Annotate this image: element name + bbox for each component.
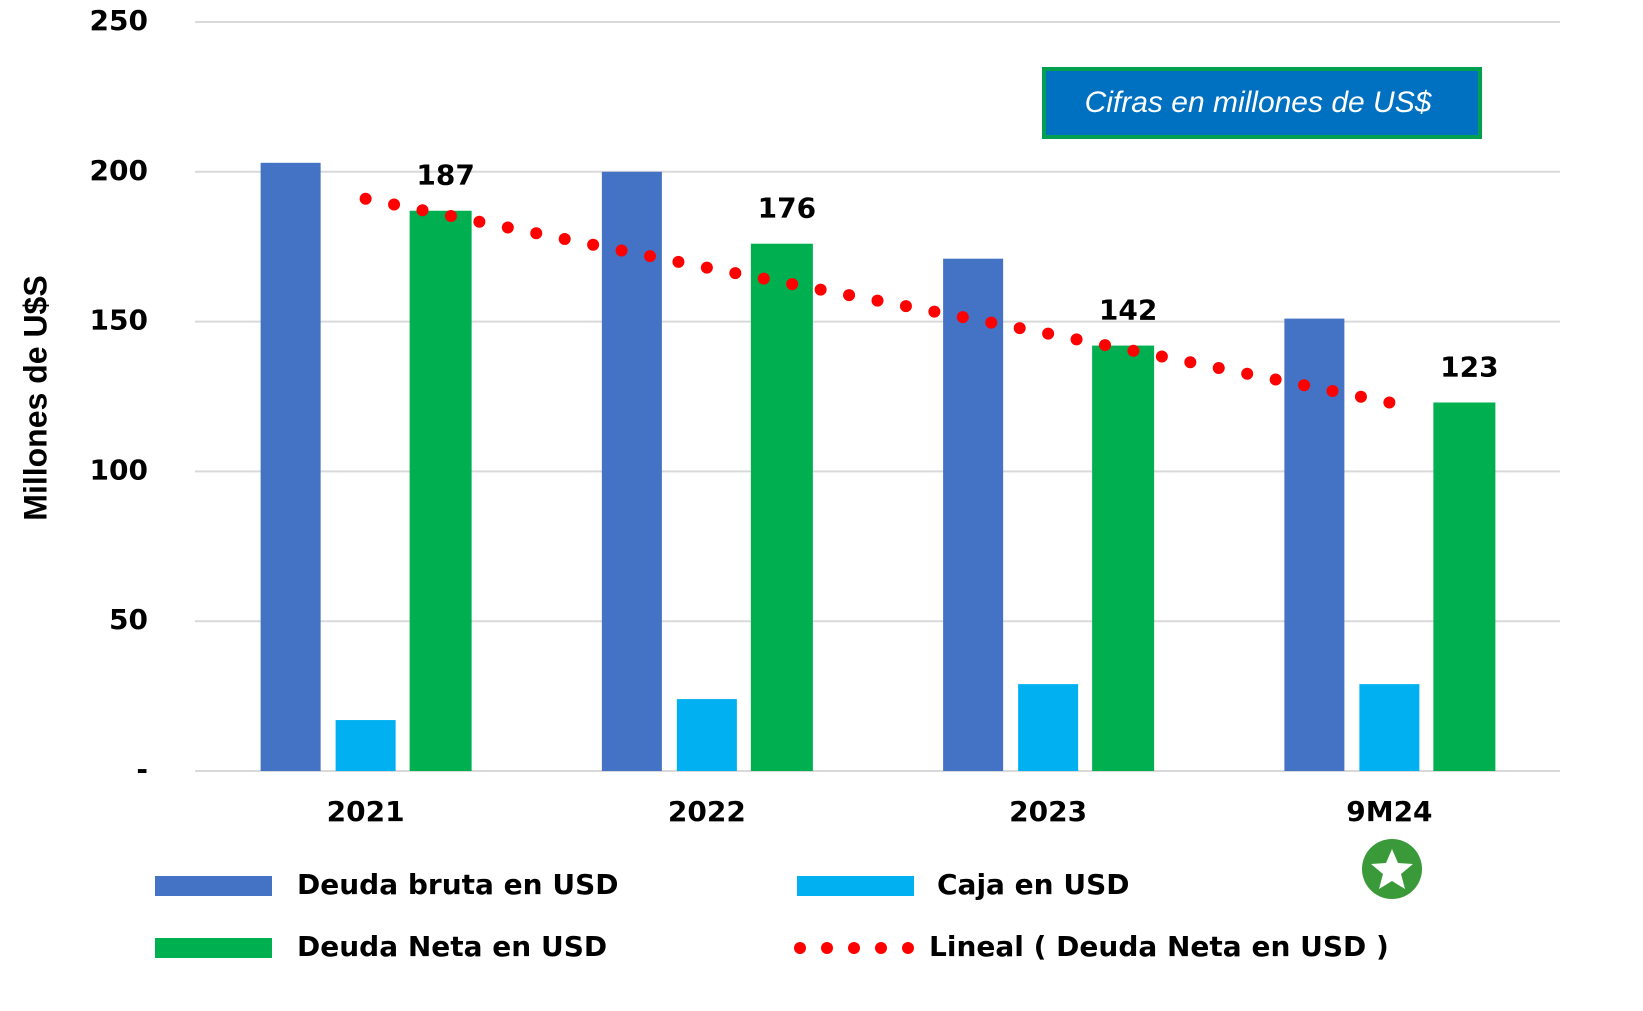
trend-dot (1241, 367, 1254, 380)
trend-dot (444, 209, 457, 222)
trend-dot (814, 283, 827, 296)
trend-dot (416, 204, 429, 217)
y-tick-label: 100 (90, 453, 148, 486)
trend-point (1383, 396, 1396, 409)
trend-dot (786, 278, 799, 291)
legend-label: Deuda bruta en USD (297, 868, 618, 901)
trend-dot (843, 289, 856, 302)
trend-dot (1155, 350, 1168, 363)
trend-dot (615, 244, 628, 257)
trend-dot (473, 215, 486, 228)
x-tick-label: 2023 (1009, 795, 1087, 828)
trend-dot (899, 300, 912, 313)
trend-dot (1354, 390, 1367, 403)
trend-dot (1127, 344, 1140, 357)
trend-dot (1099, 339, 1111, 352)
data-label: 123 (1440, 350, 1498, 383)
trend-dot (501, 221, 514, 234)
trend-dot (871, 294, 884, 307)
data-label: 187 (416, 159, 474, 192)
bar (1359, 684, 1420, 771)
y-tick-label: 250 (90, 4, 148, 37)
y-tick-label: 50 (109, 603, 148, 636)
trend-point (700, 261, 713, 274)
x-tick-label: 2021 (327, 795, 405, 828)
trend-dot (1184, 356, 1197, 369)
legend-swatch (821, 942, 833, 954)
trend-dot (729, 267, 742, 280)
data-label: 176 (758, 192, 816, 225)
trend-dot (1298, 379, 1311, 392)
bar (1018, 684, 1079, 771)
star-icon (1362, 839, 1422, 899)
legend-swatch (875, 942, 887, 954)
trend-dot (587, 238, 600, 251)
bar (943, 258, 1004, 772)
legend-label: Deuda Neta en USD (297, 930, 607, 963)
legend-swatch (794, 942, 806, 954)
bar (409, 210, 472, 772)
trend-dot (985, 316, 998, 329)
bar (1092, 345, 1155, 771)
legend-label: Lineal ( Deuda Neta en USD ) (929, 930, 1389, 963)
trend-dot (558, 232, 571, 245)
y-tick-label: 200 (90, 154, 148, 187)
trend-dot (530, 227, 543, 240)
data-label: 142 (1099, 294, 1157, 327)
trend-point (1042, 327, 1055, 340)
bar (1433, 402, 1496, 771)
x-tick-label: 2022 (668, 795, 746, 828)
trend-dot (1269, 373, 1282, 386)
trend-point (359, 192, 372, 205)
trend-dot (928, 305, 941, 318)
legend-swatch (848, 942, 860, 954)
annotation-box (1042, 67, 1482, 139)
bar (676, 699, 737, 771)
bar (750, 243, 813, 772)
trend-dot (1070, 333, 1083, 346)
legend-swatch (155, 938, 272, 958)
y-tick-label: - (136, 753, 148, 786)
annotation: Cifras en millones de US$ (1085, 86, 1433, 119)
trend-dot (672, 255, 685, 268)
trend-dot (757, 272, 770, 285)
trend-dot (388, 198, 401, 211)
legend-swatch (155, 876, 272, 896)
trend-dot (1212, 362, 1225, 375)
x-tick-label: 9M24 (1346, 795, 1432, 828)
legend-label: Caja en USD (937, 868, 1130, 901)
trend-dot (1013, 322, 1026, 335)
trend-dot (956, 311, 969, 324)
trend-dot (644, 250, 656, 263)
y-tick-label: 150 (90, 304, 148, 337)
legend-swatch (797, 876, 914, 896)
bar (335, 720, 396, 771)
bar (260, 162, 321, 771)
bar (601, 171, 662, 772)
y-axis-label: Millones de U$S (17, 275, 53, 520)
legend-swatch (902, 942, 914, 954)
trend-dot (1326, 385, 1339, 398)
